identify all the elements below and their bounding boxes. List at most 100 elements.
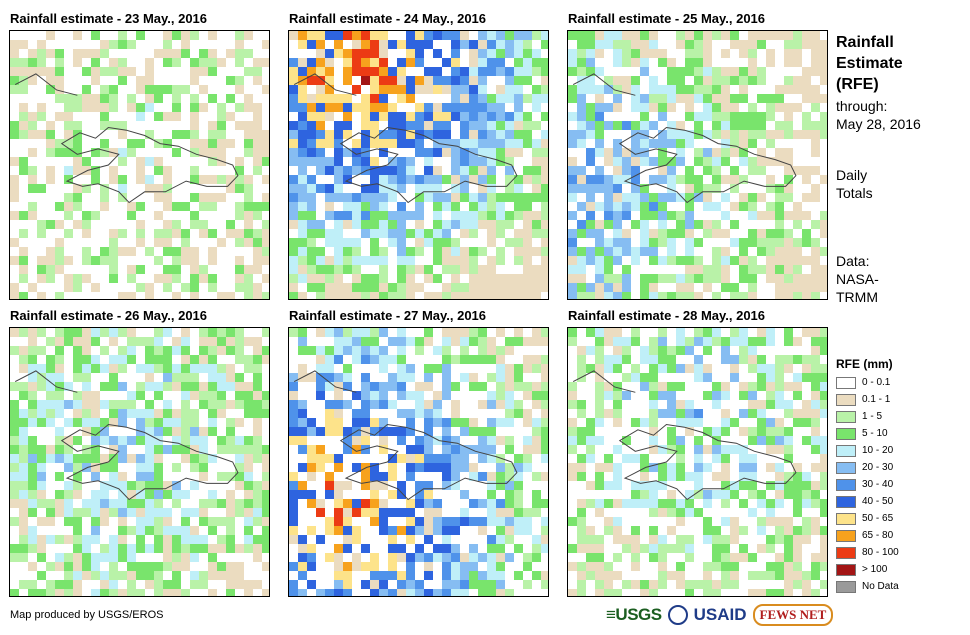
legend-item: 50 - 65 (836, 510, 899, 527)
coastline (60, 423, 239, 501)
rainfall-cell (100, 418, 109, 427)
rainfall-cell (73, 157, 82, 166)
rainfall-cell (55, 112, 64, 121)
rainfall-cell (370, 418, 379, 427)
panel-title: Rainfall estimate - 23 May., 2016 (10, 11, 208, 26)
rainfall-cell (28, 472, 37, 481)
rainfall-cell (757, 157, 766, 166)
rainfall-cell (568, 382, 577, 391)
rainfall-cell (325, 526, 334, 535)
rainfall-cell (577, 409, 586, 418)
rainfall-cell (523, 76, 532, 85)
rainfall-cell (298, 409, 307, 418)
rainfall-cell (613, 175, 622, 184)
rainfall-cell (55, 202, 64, 211)
rainfall-cell (415, 229, 424, 238)
rainfall-cell (289, 130, 298, 139)
rainfall-cell (379, 499, 388, 508)
rainfall-cell (577, 166, 586, 175)
rainfall-cell (595, 40, 604, 49)
coastline (14, 73, 78, 96)
rainfall-cell (10, 292, 19, 299)
rainfall-cell (802, 481, 811, 490)
rainfall-cell (154, 49, 163, 58)
rainfall-cell (712, 265, 721, 274)
rainfall-cell (658, 355, 667, 364)
rainfall-cell (10, 454, 19, 463)
rainfall-cell (505, 508, 514, 517)
rainfall-cell (118, 508, 127, 517)
rainfall-cell (685, 184, 694, 193)
rainfall-cell (46, 76, 55, 85)
rainfall-cell (514, 139, 523, 148)
rainfall-cell (325, 418, 334, 427)
rainfall-cell (361, 40, 370, 49)
rainfall-cell (811, 391, 820, 400)
rainfall-cell (46, 247, 55, 256)
rainfall-cell (514, 454, 523, 463)
rainfall-cell (352, 58, 361, 67)
rainfall-cell (433, 238, 442, 247)
rainfall-cell (10, 76, 19, 85)
rainfall-cell (523, 292, 532, 299)
rainfall-cell (64, 445, 73, 454)
rainfall-cell (10, 175, 19, 184)
rainfall-cell (694, 436, 703, 445)
rainfall-cell (451, 580, 460, 589)
rainfall-cell (487, 544, 496, 553)
rainfall-cell (433, 220, 442, 229)
rainfall-cell (514, 175, 523, 184)
rainfall-cell (235, 211, 244, 220)
rainfall-cell (820, 526, 827, 535)
rainfall-cell (100, 247, 109, 256)
rainfall-cell (208, 589, 217, 596)
rainfall-cell (721, 481, 730, 490)
rainfall-cell (766, 364, 775, 373)
rainfall-cell (199, 148, 208, 157)
rainfall-cell (505, 85, 514, 94)
rainfall-cell (46, 499, 55, 508)
rainfall-cell (289, 409, 298, 418)
rainfall-cell (640, 247, 649, 256)
rainfall-cell (73, 355, 82, 364)
rainfall-cell (694, 337, 703, 346)
legend-label: 10 - 20 (862, 445, 894, 456)
rainfall-cell (19, 355, 28, 364)
rainfall-cell (586, 364, 595, 373)
rainfall-cell (586, 526, 595, 535)
rainfall-cell (19, 535, 28, 544)
rainfall-cell (298, 175, 307, 184)
rainfall-cell (658, 85, 667, 94)
rainfall-cell (487, 436, 496, 445)
rainfall-cell (505, 364, 514, 373)
rainfall-cell (262, 274, 269, 283)
rainfall-cell (622, 337, 631, 346)
rainfall-cell (334, 373, 343, 382)
rainfall-cell (460, 256, 469, 265)
rainfall-cell (487, 166, 496, 175)
rainfall-cell (757, 427, 766, 436)
rainfall-cell (199, 436, 208, 445)
rainfall-cell (748, 31, 757, 40)
rainfall-cell (658, 364, 667, 373)
rainfall-cell (469, 247, 478, 256)
rainfall-cell (811, 526, 820, 535)
rainfall-cell (595, 274, 604, 283)
rainfall-cell (379, 526, 388, 535)
rainfall-cell (190, 454, 199, 463)
rainfall-cell (82, 400, 91, 409)
rainfall-cell (586, 130, 595, 139)
rainfall-cell (298, 121, 307, 130)
rainfall-cell (460, 445, 469, 454)
rainfall-cell (289, 184, 298, 193)
rainfall-cell (118, 229, 127, 238)
rainfall-cell (784, 274, 793, 283)
rainfall-cell (379, 148, 388, 157)
rainfall-cell (604, 202, 613, 211)
rainfall-cell (46, 391, 55, 400)
rainfall-cell (370, 67, 379, 76)
rainfall-cell (37, 256, 46, 265)
rainfall-cell (496, 499, 505, 508)
rainfall-cell (676, 382, 685, 391)
rainfall-cell (64, 454, 73, 463)
